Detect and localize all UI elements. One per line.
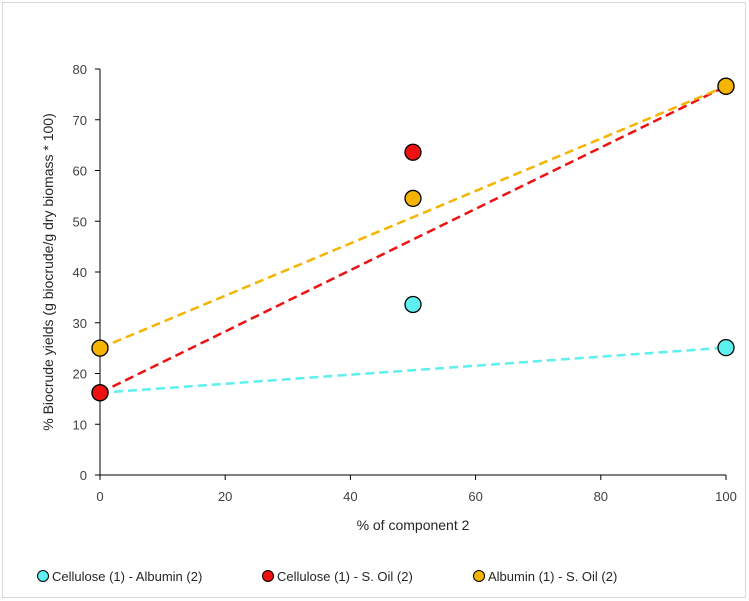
trendline-series-3 [99,85,727,350]
x-axis-title: % of component 2 [357,517,470,533]
y-tick-label: 30 [73,316,87,331]
x-tick-label: 80 [594,489,608,504]
data-point-series-3 [717,77,735,95]
x-tick-label: 60 [468,489,482,504]
y-tick-label: 0 [80,468,87,483]
legend-marker-series-2 [262,570,274,582]
data-points [91,77,735,402]
axes: 0 10 20 30 40 50 60 70 80 0 20 40 60 80 100 [73,62,737,504]
x-tick-label: 0 [96,489,103,504]
trendlines [99,85,727,395]
y-tick-label: 10 [73,417,87,432]
legend-label-series-1: Cellulose (1) - Albumin (2) [52,569,202,584]
x-tick-label: 40 [343,489,357,504]
x-tick-label: 20 [218,489,232,504]
trendline-series-2 [99,85,727,394]
data-point-series-2 [91,384,109,402]
data-point-series-1 [404,295,422,314]
trendline-series-1 [99,346,727,395]
y-tick-label: 20 [73,367,87,382]
y-axis-title: % Biocrude yields (g biocrude/g dry biom… [40,113,56,431]
y-tick-label: 60 [73,164,87,179]
y-tick-label: 40 [73,265,87,280]
data-point-series-2 [404,143,422,161]
y-tick-label: 70 [73,113,87,128]
data-point-series-3 [91,339,109,357]
legend-label-series-3: Albumin (1) - S. Oil (2) [488,569,617,584]
legend-label-series-2: Cellulose (1) - S. Oil (2) [277,569,413,584]
legend: Cellulose (1) - Albumin (2) Cellulose (1)… [37,569,617,584]
data-point-series-3 [404,189,422,208]
y-tick-label: 80 [73,62,87,77]
chart-svg: 0 10 20 30 40 50 60 70 80 0 20 40 60 80 100 % of compo… [37,62,737,584]
legend-marker-series-1 [37,570,49,582]
legend-marker-series-3 [473,570,485,582]
y-tick-label: 50 [73,214,87,229]
data-point-series-1 [717,338,735,357]
x-tick-label: 100 [715,489,737,504]
